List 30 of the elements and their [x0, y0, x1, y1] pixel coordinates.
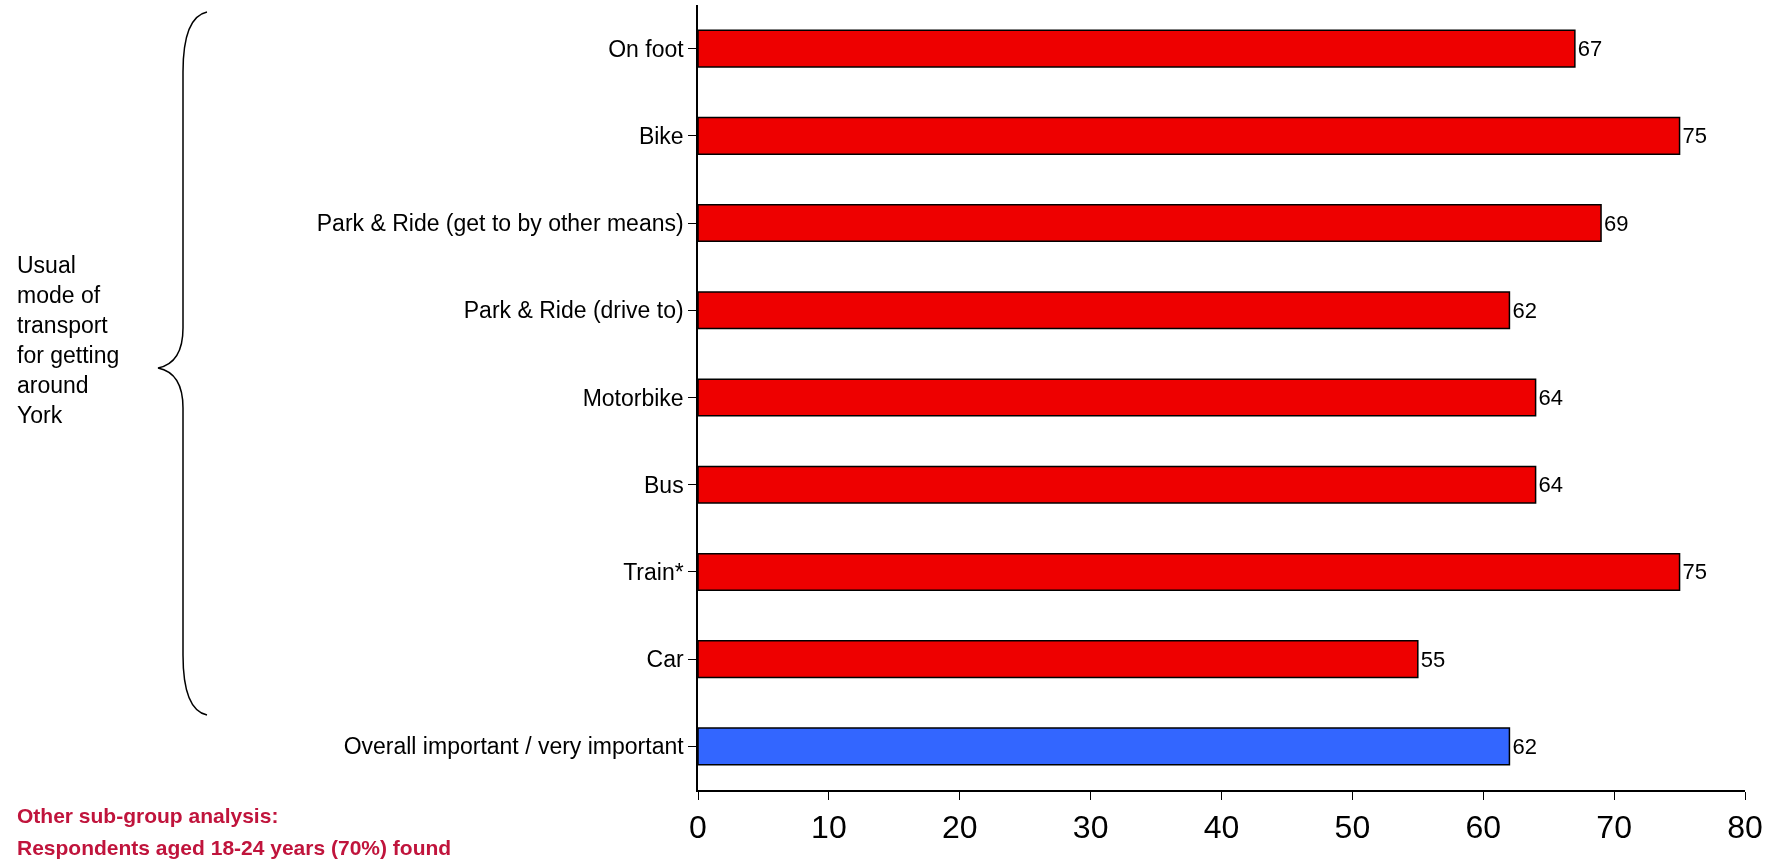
x-tick-label: 30 — [1072, 809, 1109, 846]
data-label: 75 — [1682, 123, 1708, 149]
y-tick-label: Bus — [644, 471, 684, 498]
y-tick-label: Park & Ride (get to by other means) — [316, 210, 684, 237]
data-label: 55 — [1420, 646, 1446, 672]
y-tick-label: Bike — [638, 122, 684, 149]
x-tick-label: 50 — [1334, 809, 1371, 846]
y-tick-label: On foot — [608, 35, 685, 62]
x-tick-label: 10 — [811, 809, 847, 846]
y-tick-label: Car — [646, 646, 684, 673]
data-label: 67 — [1577, 36, 1603, 62]
y-tick-label: Motorbike — [582, 384, 684, 411]
data-label: 62 — [1512, 733, 1537, 759]
x-tick-label: 60 — [1465, 809, 1502, 846]
y-tick-label: Overall important / very important — [343, 733, 685, 760]
data-label: 75 — [1682, 559, 1708, 585]
x-tick-label: 80 — [1727, 809, 1763, 846]
y-tick-label: Park & Ride (drive to) — [463, 297, 684, 324]
y-tick-label: Train* — [623, 558, 684, 585]
x-tick-label: 0 — [689, 809, 707, 846]
text: Usual mode of transport for getting around York — [17, 252, 120, 428]
data-label: 64 — [1538, 472, 1564, 498]
x-tick-label: 70 — [1596, 809, 1632, 846]
data-label: 64 — [1538, 385, 1564, 410]
x-tick-label: 20 — [941, 809, 978, 846]
data-label: 62 — [1512, 297, 1537, 323]
text: Other sub-group analysis: — [17, 804, 279, 827]
x-tick-label: 40 — [1203, 809, 1240, 846]
text: Respondents aged 18-24 years (70%) found — [17, 836, 452, 859]
data-label: 69 — [1604, 210, 1629, 236]
